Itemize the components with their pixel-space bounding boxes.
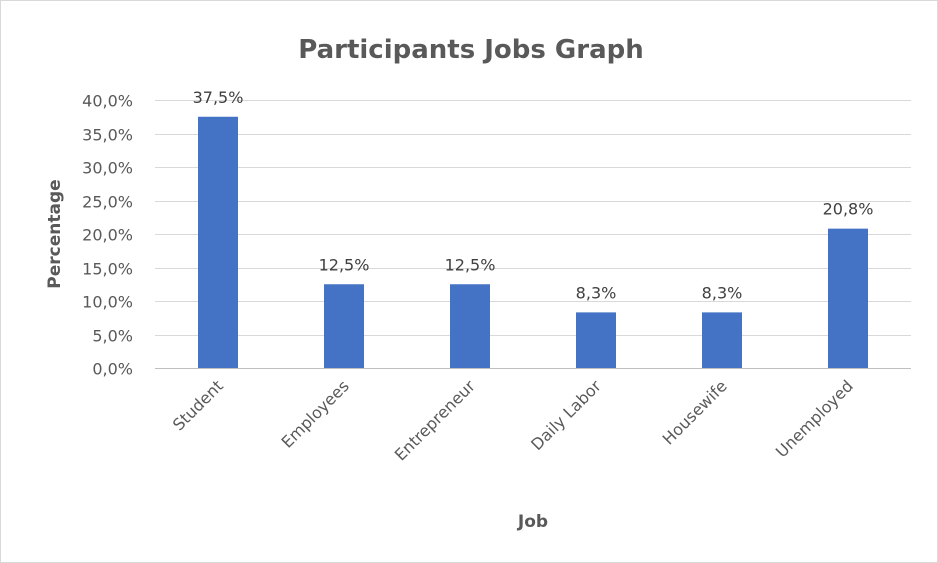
y-axis-ticks: 0,0% 5,0% 10,0% 15,0% 20,0% 25,0% 30,0% 35,0% 40… bbox=[82, 92, 133, 379]
bar bbox=[324, 284, 364, 368]
bar bbox=[450, 284, 490, 368]
data-label: 37,5% bbox=[193, 88, 244, 107]
y-tick-label: 10,0% bbox=[82, 293, 133, 312]
bar bbox=[828, 228, 868, 368]
bar bbox=[198, 116, 238, 368]
gridlines bbox=[155, 100, 911, 369]
chart-title: Participants Jobs Graph bbox=[298, 35, 644, 65]
y-tick-label: 35,0% bbox=[82, 126, 133, 145]
y-axis-title: Percentage bbox=[45, 179, 65, 288]
x-tick-label: Daily Labor bbox=[527, 376, 605, 454]
x-axis-ticks: Student Employees Entrepreneur Daily Labor H… bbox=[169, 376, 857, 464]
y-tick-label: 20,0% bbox=[82, 226, 133, 245]
bars bbox=[198, 116, 868, 368]
y-tick-label: 40,0% bbox=[82, 92, 133, 111]
x-tick-label: Student bbox=[169, 376, 227, 434]
y-tick-label: 5,0% bbox=[92, 327, 133, 346]
y-tick-label: 30,0% bbox=[82, 159, 133, 178]
x-axis-title: Job bbox=[517, 512, 548, 532]
x-tick-label: Unemployed bbox=[772, 376, 857, 461]
bar bbox=[576, 312, 616, 368]
data-label: 12,5% bbox=[319, 255, 370, 274]
y-tick-label: 25,0% bbox=[82, 193, 133, 212]
y-tick-label: 15,0% bbox=[82, 260, 133, 279]
data-label: 8,3% bbox=[702, 283, 743, 302]
data-label: 20,8% bbox=[823, 200, 874, 219]
bar bbox=[702, 312, 742, 368]
x-tick-label: Employees bbox=[277, 376, 352, 451]
data-label: 8,3% bbox=[576, 283, 617, 302]
x-tick-label: Housewife bbox=[659, 376, 731, 448]
data-labels: 37,5% 12,5% 12,5% 8,3% 8,3% 20,8% bbox=[193, 88, 874, 303]
y-tick-label: 0,0% bbox=[92, 360, 133, 379]
x-tick-label: Entrepreneur bbox=[391, 376, 479, 464]
data-label: 12,5% bbox=[445, 255, 496, 274]
